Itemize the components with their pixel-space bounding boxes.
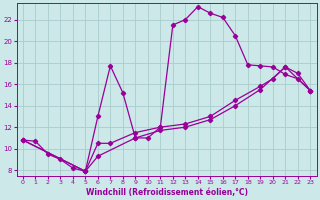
X-axis label: Windchill (Refroidissement éolien,°C): Windchill (Refroidissement éolien,°C) [85,188,248,197]
